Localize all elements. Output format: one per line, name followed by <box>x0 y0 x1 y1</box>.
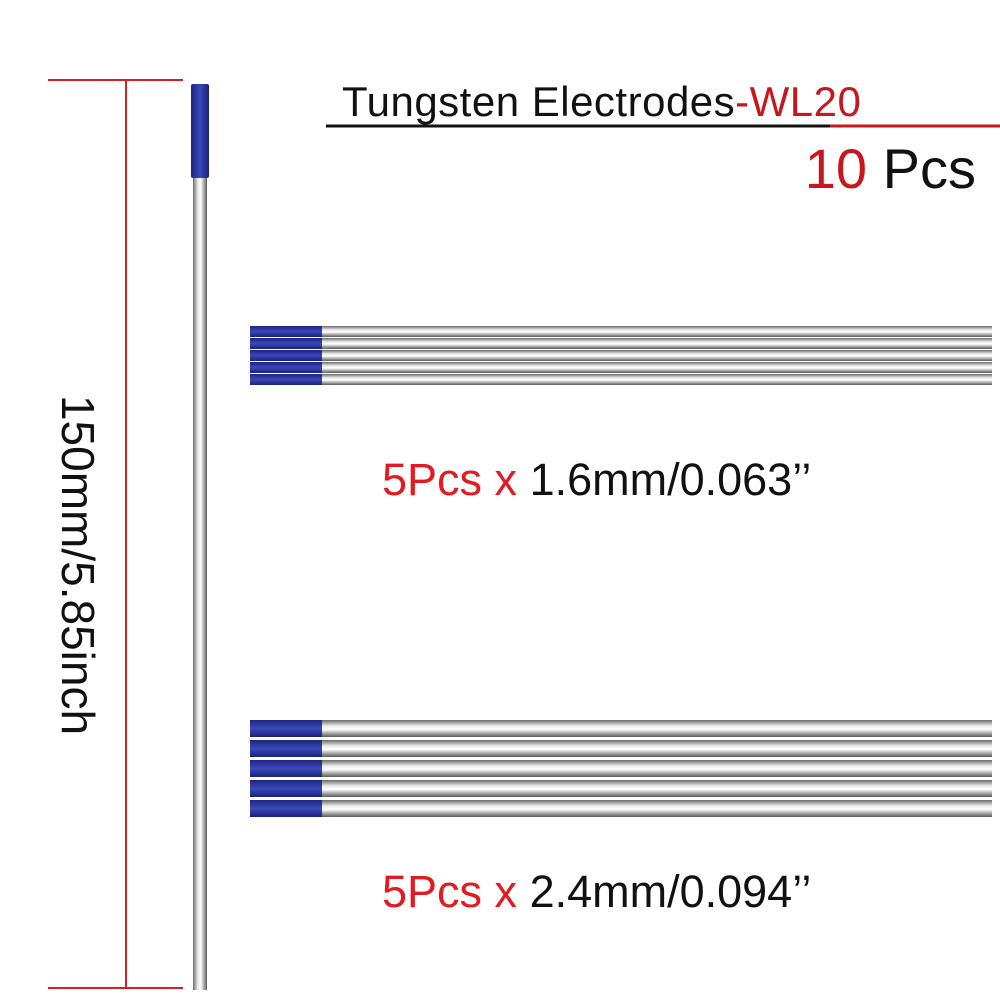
vertical-electrode <box>191 84 209 990</box>
electrode-blue-tip <box>250 374 322 385</box>
electrode-rod <box>250 338 992 349</box>
dimension-bracket <box>48 79 183 989</box>
electrode-rod <box>250 780 992 797</box>
electrode-rod <box>250 326 992 337</box>
electrode-blue-tip <box>250 326 322 337</box>
electrode-blue-tip <box>250 338 322 349</box>
product-title: Tungsten Electrodes-WL20 <box>330 74 1000 130</box>
vertical-electrode-rod <box>193 84 207 990</box>
product-title-name: Tungsten Electrodes <box>342 78 736 125</box>
electrode-blue-tip <box>250 800 322 817</box>
electrode-rod <box>250 720 992 737</box>
electrode-blue-tip <box>250 760 322 777</box>
electrode-rod <box>250 350 992 361</box>
pack-spec-size: 2.4mm/0.094’’ <box>529 866 812 917</box>
pack-spec-size: 1.6mm/0.063’’ <box>529 454 812 505</box>
piece-count-unit: Pcs <box>882 137 976 200</box>
pack-spec-1-6mm: 5Pcs x 1.6mm/0.063’’ <box>382 452 811 508</box>
length-dimension-label: 150mm/5.85inch <box>52 394 104 736</box>
electrode-blue-tip <box>250 362 322 373</box>
electrode-rod <box>250 760 992 777</box>
pack-spec-2-4mm: 5Pcs x 2.4mm/0.094’’ <box>382 864 811 920</box>
product-title-code: -WL20 <box>735 78 862 125</box>
electrode-blue-tip <box>250 720 322 737</box>
electrode-rod <box>250 362 992 373</box>
electrode-rod <box>250 740 992 757</box>
electrode-bundle-2-4mm <box>250 720 992 817</box>
electrode-rod <box>250 374 992 385</box>
electrode-blue-tip <box>250 350 322 361</box>
piece-count-number: 10 <box>804 137 868 200</box>
pack-spec-quantity: 5Pcs x <box>382 866 518 917</box>
pack-spec-quantity: 5Pcs x <box>382 454 518 505</box>
electrode-bundle-1-6mm <box>250 326 992 385</box>
electrode-rod <box>250 800 992 817</box>
electrode-blue-tip <box>250 740 322 757</box>
piece-count: 10 Pcs <box>805 138 976 200</box>
vertical-electrode-blue-tip <box>191 84 209 178</box>
electrode-blue-tip <box>250 780 322 797</box>
